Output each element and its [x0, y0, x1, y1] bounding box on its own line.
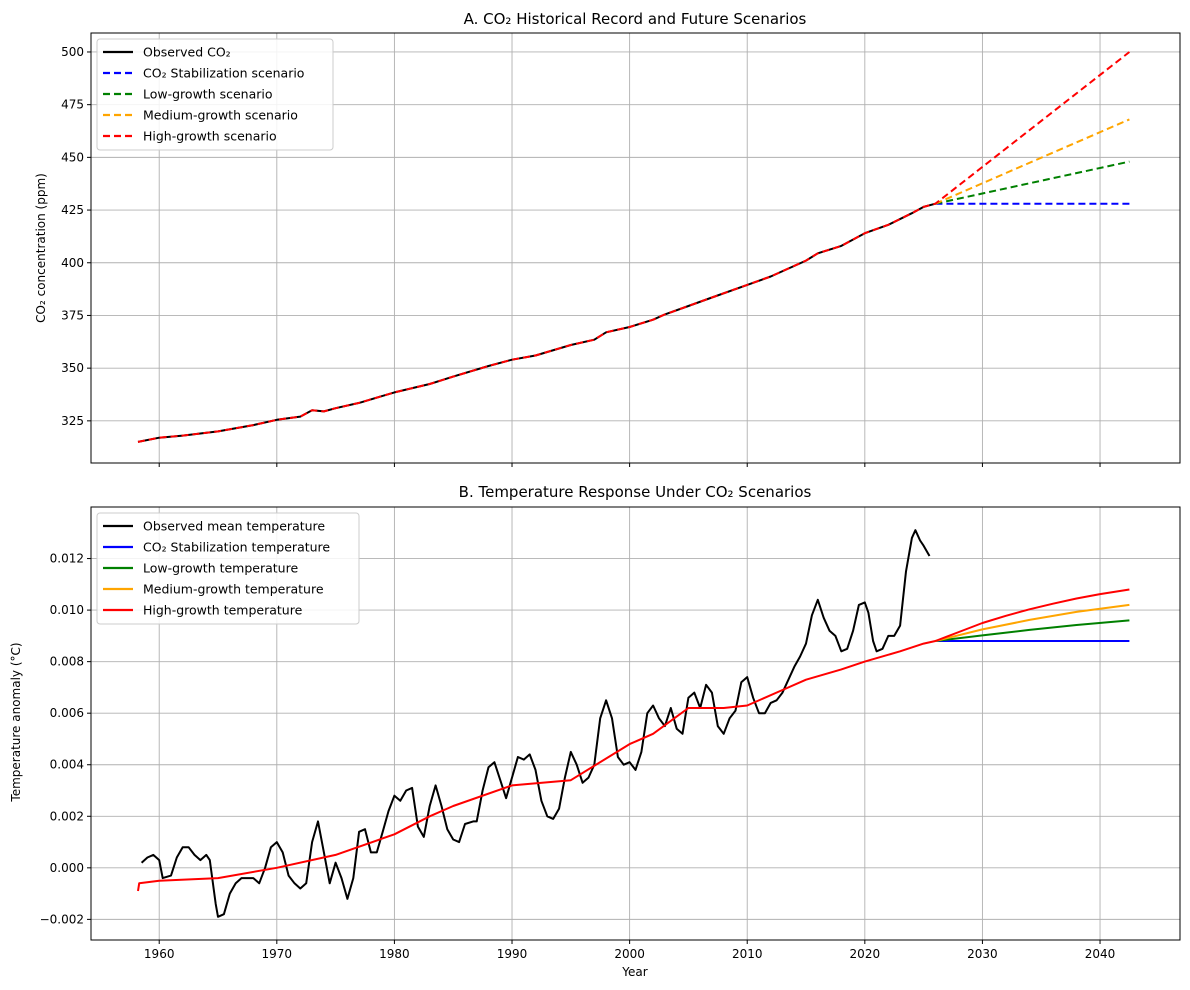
panel-a-frame [90, 32, 1181, 464]
panel-b-xlabel: Year [621, 965, 647, 979]
panel-a-ytick-label: 400 [61, 256, 84, 270]
panel-b-series [137, 529, 1130, 918]
panel-a-ticks: 325 350 375 400 425 450 475 500 [61, 45, 1101, 467]
panel-b-xtick-label: 2020 [850, 947, 881, 961]
panel-b-ytick-label: 0.012 [50, 552, 84, 566]
panel-b-xtick-label: 1960 [144, 947, 175, 961]
panel-b-ticks: 1960 1970 1980 1990 2000 2010 2020 2030 2040 −0.0… [40, 552, 1116, 961]
panel-b-frame [90, 506, 1181, 941]
panel-b-legend-box [96, 512, 360, 625]
panel-b-title: B. Temperature Response Under CO₂ Scenar… [459, 483, 812, 501]
panel-b-xtick-label: 1970 [262, 947, 293, 961]
panel-a-ytick-label: 375 [61, 308, 84, 322]
panel-a-ytick-label: 450 [61, 150, 84, 164]
panel-b-series-low-growth-temperature [935, 619, 1130, 642]
panel-b-ytick-label: 0.004 [50, 758, 84, 772]
panel-a-ytick-label: 350 [61, 361, 84, 375]
panel-b-legend-label: High-growth temperature [143, 603, 303, 618]
panel-b-xtick-label: 1990 [497, 947, 528, 961]
panel-a-ytick-label: 325 [61, 414, 84, 428]
panel-b-ytick-label: 0.010 [50, 603, 84, 617]
panel-a-series [137, 51, 1131, 443]
panel-b-xtick-label: 1980 [379, 947, 410, 961]
panel-b-ylabel: Temperature anomaly (°C) [9, 642, 23, 802]
panel-a-legend-label: Medium-growth scenario [143, 108, 298, 123]
panel-b-xtick-label: 2040 [1085, 947, 1116, 961]
panel-b-legend-label: Low-growth temperature [143, 561, 298, 576]
panel-a-co2-chart: A. CO₂ Historical Record and Future Scen… [34, 10, 1181, 467]
panel-b-legend-label: Medium-growth temperature [143, 582, 324, 597]
panel-a-series-low-growth-scenario [935, 160, 1130, 205]
panel-b-series-high-growth-temperature [137, 588, 1130, 892]
panel-b-xtick-label: 2010 [732, 947, 763, 961]
panel-b-ytick-label: 0.008 [50, 655, 84, 669]
panel-a-legend-label: High-growth scenario [143, 129, 277, 144]
panel-a-legend-label: Low-growth scenario [143, 87, 273, 102]
panel-a-series-high-growth-scenario [137, 51, 1131, 443]
panel-b-temperature-chart: B. Temperature Response Under CO₂ Scenar… [9, 483, 1181, 979]
panel-b-xtick-label: 2000 [614, 947, 645, 961]
panel-a-ytick-label: 500 [61, 45, 84, 59]
panel-a-ytick-label: 475 [61, 98, 84, 112]
panel-b-ytick-label: −0.002 [40, 912, 84, 926]
panel-a-series-observed-co [137, 202, 936, 443]
panel-b-legend-label: Observed mean temperature [143, 519, 325, 534]
panel-b-ytick-label: 0.000 [50, 861, 84, 875]
panel-a-legend: Observed CO₂ CO₂ Stabilization scenario Lo… [96, 38, 334, 151]
panel-b-ytick-label: 0.006 [50, 706, 84, 720]
panel-a-legend-label: CO₂ Stabilization scenario [143, 66, 304, 81]
panel-a-ytick-label: 425 [61, 203, 84, 217]
panel-b-ytick-label: 0.002 [50, 809, 84, 823]
panel-b-legend-label: CO₂ Stabilization temperature [143, 540, 330, 555]
panel-a-legend-label: Observed CO₂ [143, 45, 231, 60]
panel-a-title: A. CO₂ Historical Record and Future Scen… [464, 10, 807, 28]
panel-a-series-medium-growth-scenario [935, 118, 1130, 205]
panel-b-legend: Observed mean temperature CO₂ Stabilizati… [96, 512, 360, 625]
panel-a-ylabel: CO₂ concentration (ppm) [34, 173, 48, 323]
panel-b-series-observed-mean-temperature [140, 529, 931, 918]
panel-a-legend-box [96, 38, 334, 151]
panel-b-series-medium-growth-temperature [935, 603, 1130, 642]
panel-b-xtick-label: 2030 [967, 947, 998, 961]
panel-a-grid [91, 33, 1180, 463]
